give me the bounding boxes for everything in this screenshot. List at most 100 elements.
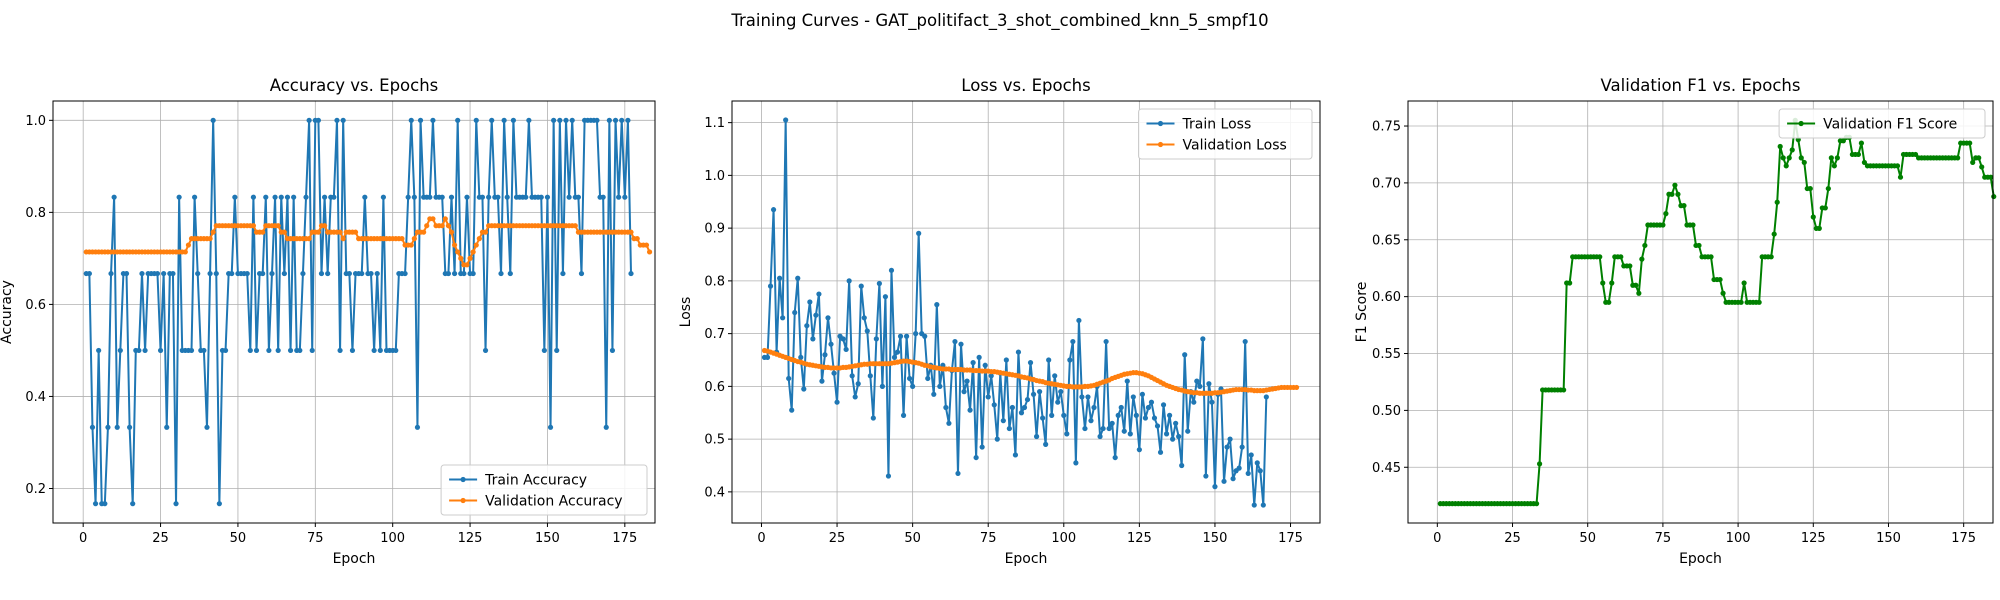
train-accuracy-point [560, 270, 566, 277]
train-accuracy-point [408, 117, 414, 123]
train-loss-point [873, 336, 879, 342]
validation-loss-markers [761, 347, 1300, 396]
train-loss-point [934, 302, 940, 308]
train-accuracy-point [554, 347, 560, 354]
train-loss-point [858, 283, 864, 289]
validation-accuracy-point [473, 242, 479, 248]
train-loss-point [913, 331, 919, 337]
train-loss-point [910, 383, 916, 389]
train-loss-point [967, 407, 973, 413]
validation-accuracy-point [634, 236, 640, 242]
validation-accuracy-point [424, 223, 430, 229]
x-tick-label: 175 [612, 531, 637, 546]
subplot-loss: 0 25 50 75 100 125 150 175 0.4 0.5 0.6 0.7 0.8 0.9 1.0… [678, 76, 1321, 567]
y-tick-label: 0.5 [704, 433, 725, 448]
train-accuracy-point [368, 270, 374, 277]
x-tick-label: 25 [829, 531, 846, 546]
train-loss-point [964, 378, 970, 384]
x-tick-label: 150 [1876, 531, 1901, 546]
train-accuracy-point [297, 347, 303, 354]
train-loss-point [1073, 460, 1079, 466]
train-loss-point [1058, 389, 1064, 395]
f1-title: Validation F1 vs. Epochs [1601, 76, 1801, 95]
train-loss-point [849, 373, 855, 379]
train-loss-point [1055, 399, 1061, 405]
validation-f1-score-point [1912, 151, 1919, 158]
train-accuracy-point [127, 424, 133, 430]
validation-f1-score-point [1771, 231, 1777, 237]
train-accuracy-point [455, 117, 461, 123]
train-accuracy-point [340, 117, 346, 123]
validation-accuracy-point [352, 229, 359, 235]
train-loss-point [879, 383, 886, 389]
validation-f1-score-point [1777, 143, 1783, 150]
train-loss-point [831, 370, 837, 376]
train-accuracy-point [594, 117, 600, 123]
x-tick-label: 150 [535, 531, 560, 546]
train-accuracy-point [575, 194, 582, 200]
x-tick-label: 75 [307, 531, 324, 546]
validation-f1-score-point [1967, 140, 1973, 146]
y-tick-label: 0.45 [1372, 461, 1401, 476]
train-loss-legend-marker [1157, 120, 1164, 127]
train-accuracy-point [300, 270, 306, 277]
train-accuracy-point [612, 117, 619, 123]
train-loss-point [1103, 338, 1109, 345]
train-loss-point [916, 230, 922, 236]
train-accuracy-point [111, 194, 117, 200]
loss-legend: Train Loss Validation Loss [1138, 108, 1313, 160]
validation-f1-score-point [1681, 203, 1687, 209]
train-loss-point [1000, 418, 1006, 424]
validation-f1-score-point [1807, 185, 1813, 192]
train-loss-point [1227, 436, 1233, 442]
validation-f1-score-point [1600, 280, 1606, 286]
validation-accuracy-point [281, 229, 287, 235]
validation-accuracy-point [448, 229, 455, 235]
validation-accuracy-legend-label: Validation Accuracy [485, 494, 622, 510]
train-loss-point [922, 333, 928, 339]
train-loss-point [973, 454, 979, 461]
train-loss-point [1127, 431, 1133, 437]
train-accuracy-point [222, 347, 229, 354]
train-accuracy-point [551, 117, 557, 123]
train-loss-point [764, 354, 771, 360]
train-loss-point [1170, 436, 1176, 442]
train-loss-point [961, 389, 967, 395]
train-loss-point [1260, 502, 1266, 508]
train-loss-point [1173, 420, 1179, 426]
validation-accuracy-point [628, 229, 634, 235]
validation-f1-score-point [1738, 299, 1744, 305]
train-accuracy-point [541, 347, 547, 354]
train-loss-point [931, 391, 937, 397]
accuracy-axes-frame [52, 100, 656, 524]
f1-axes-frame [1407, 100, 1994, 524]
train-accuracy-point [164, 424, 170, 430]
x-tick-label: 125 [1127, 531, 1152, 546]
validation-f1-score-point [1642, 242, 1648, 249]
validation-f1-score-point [1855, 151, 1861, 158]
train-accuracy-point [114, 424, 120, 430]
train-accuracy-point [247, 347, 253, 354]
train-loss-point [1191, 399, 1197, 405]
y-tick-label: 0.55 [1372, 347, 1401, 362]
train-loss-point [1194, 378, 1200, 384]
train-accuracy-point [260, 270, 266, 277]
train-loss-point [970, 360, 976, 366]
y-tick-label: 0.60 [1372, 290, 1401, 305]
x-tick-label: 50 [1579, 531, 1596, 546]
train-accuracy-point [371, 347, 377, 354]
train-loss-point [1263, 394, 1269, 400]
y-tick-label: 0.8 [704, 274, 725, 289]
train-loss-point [1109, 420, 1115, 426]
train-loss-point [1167, 412, 1173, 418]
validation-f1-score-point [1690, 222, 1696, 228]
validation-f1-score-point [1708, 254, 1714, 260]
x-tick-label: 0 [1433, 531, 1441, 546]
train-loss-point [1151, 415, 1158, 421]
train-loss-point [846, 278, 852, 284]
train-accuracy-point [188, 347, 195, 354]
train-accuracy-point [105, 424, 111, 430]
train-loss-point [1015, 349, 1022, 355]
train-loss-point [834, 399, 840, 405]
train-accuracy-point [569, 117, 575, 123]
